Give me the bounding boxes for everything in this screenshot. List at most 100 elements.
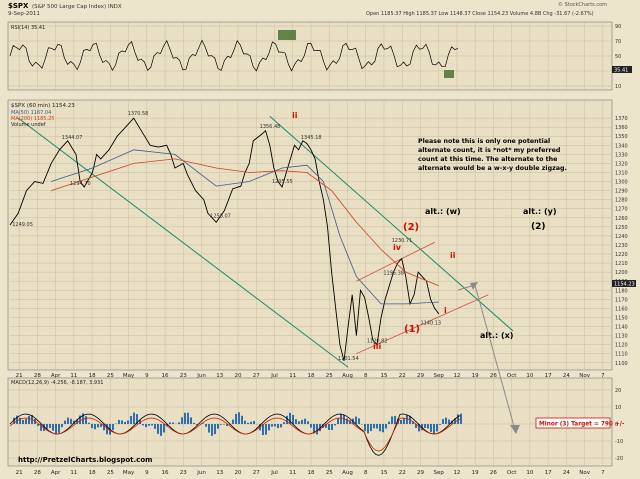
macd-histogram-bar [28, 415, 30, 424]
gridlines [8, 22, 612, 466]
macd-panel [7, 377, 613, 467]
x-tick-label: 9 [145, 373, 149, 379]
note-line-4: alternate would be a w-x-y double zigzag… [418, 165, 567, 172]
macd-histogram-bar [298, 421, 300, 424]
macd-histogram-bar [118, 419, 120, 424]
macd-histogram-bar [208, 424, 210, 433]
wave-iii-label: iii [373, 342, 381, 351]
x-tick-label: 18 [89, 470, 96, 476]
x-tick-label: 11 [289, 470, 296, 476]
macd-histogram-bar [82, 413, 84, 424]
y-tick-label: 1320 [615, 161, 628, 167]
macd-histogram-bar [355, 416, 357, 424]
y-tick-label: 1230 [615, 243, 628, 249]
y-tick-label: 1250 [615, 225, 628, 231]
ma50-label: MA(50) 1167.04 [11, 110, 51, 116]
macd-histogram-bar [211, 424, 213, 436]
symbol-label: $SPX [8, 2, 29, 10]
y-tick-label: 1300 [615, 180, 628, 186]
target-box [535, 417, 611, 429]
macd-histogram-bar [307, 421, 309, 424]
y-tick-label: 1310 [615, 170, 628, 176]
y-tick-label: 1100 [615, 361, 628, 367]
macd-histogram-bar [76, 419, 78, 424]
macd-histogram-bar [178, 422, 180, 424]
macd-histogram-bar [148, 424, 150, 426]
y-tick-label: 1370 [615, 116, 628, 122]
macd-histogram-bar [61, 424, 63, 428]
x-tick-label: 9 [145, 470, 149, 476]
macd-histogram-bar [379, 424, 381, 432]
macd-histogram-bar [64, 420, 66, 424]
macd-histogram-bar [49, 424, 51, 428]
y-tick-label: 1180 [615, 288, 628, 294]
note-line-1: Please note this is only one potential [418, 138, 550, 145]
x-tick-label: 19 [472, 373, 479, 379]
macd-tick-label: 0 [615, 422, 618, 428]
macd-histogram-bar [418, 424, 420, 432]
rsi-tick-label: 10 [615, 84, 621, 90]
macd-histogram-bar [280, 424, 282, 428]
macd-histogram-bar [52, 424, 54, 431]
macd-signal-line [9, 417, 461, 452]
macd-histogram-bar [343, 415, 345, 424]
macd-histogram-bar [157, 424, 159, 434]
macd-histogram-bar [166, 424, 168, 427]
macd-histogram-bar [55, 424, 57, 434]
y-tick-label: 1120 [615, 343, 628, 349]
macd-histogram-bar [283, 422, 285, 424]
macd-histogram-bar [151, 424, 153, 426]
macd-histogram-bar [364, 424, 366, 431]
price-mark-label: 1345.18 [301, 135, 322, 141]
macd-histogram-bar [325, 424, 327, 428]
macd-histogram-bar [202, 423, 204, 424]
macd-histogram-bar [187, 412, 189, 424]
macd-histogram-bar [385, 424, 387, 429]
macd-histogram-bar [265, 424, 267, 435]
macd-histogram-bar [286, 415, 288, 424]
macd-histogram-bar [460, 413, 462, 424]
x-tick-label: Sep [434, 373, 445, 379]
price-mark-label: 1258.07 [210, 214, 231, 220]
macd-histogram-bar [454, 418, 456, 424]
wave-ii-right-label: ii [450, 251, 456, 260]
series-line-0 [9, 117, 440, 362]
x-tick-label: 24 [563, 373, 570, 379]
macd-histogram-bar [139, 419, 141, 424]
macd-histogram-bar [427, 424, 429, 429]
price-mark-label: 1370.58 [128, 111, 149, 117]
x-tick-label: Apr [51, 470, 61, 476]
macd-histogram-bar [400, 420, 402, 424]
macd-histogram-bar [88, 422, 90, 424]
rsi-last-box [612, 66, 632, 73]
price-mark-label: 1120.82 [367, 339, 388, 345]
alt-y-label: alt.: (y) [523, 207, 557, 216]
macd-histogram-bar [94, 424, 96, 430]
x-tick-label: 21 [16, 373, 23, 379]
macd-histogram-bar [169, 422, 171, 424]
note-line-2: alternate count, it is *not* my preferre… [418, 147, 560, 154]
note-line-3: count at this time. The alternate to the [418, 156, 557, 163]
wave-i-label: i [444, 306, 447, 315]
stats-label: Open 1185.37 High 1185.37 Low 1148.37 Cl… [366, 11, 594, 17]
ma200-label: MA(200) 1185.25 [11, 116, 54, 122]
x-tick-label: 11 [70, 373, 77, 379]
wave-iv-label: iv [393, 243, 402, 252]
x-tick-label: May [123, 373, 135, 379]
macd-histogram-bar [244, 420, 246, 424]
macd-histogram-bar [415, 424, 417, 428]
macd-histogram-bar [145, 424, 147, 428]
macd-histogram-bar [67, 417, 69, 424]
price-mark-label: 1344.07 [62, 135, 83, 141]
macd-histogram-bar [127, 420, 129, 424]
x-tick-label: 29 [417, 470, 424, 476]
macd-histogram-bar [331, 424, 333, 430]
macd-histogram-bar [220, 424, 222, 425]
macd-histogram-bar [445, 417, 447, 424]
x-tick-label: Sep [434, 470, 445, 476]
rsi-tick-label: 50 [615, 54, 621, 60]
y-tick-label: 1360 [615, 125, 628, 131]
macd-histogram-bar [40, 424, 42, 431]
